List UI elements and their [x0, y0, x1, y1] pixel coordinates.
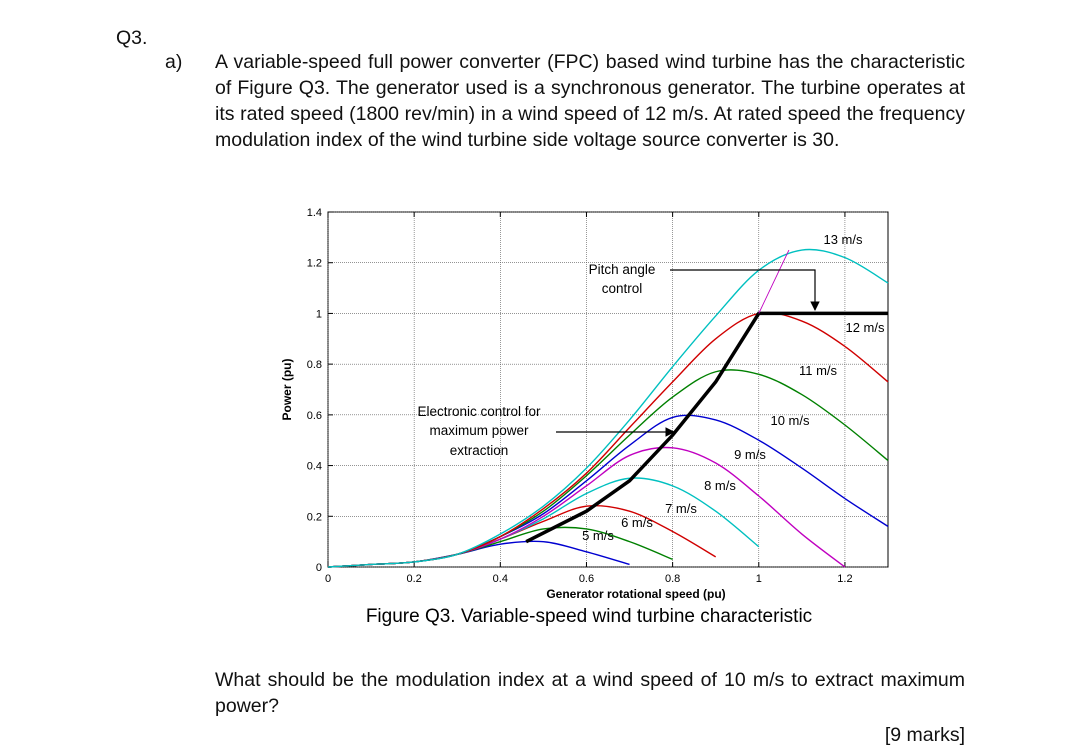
x-tick-label: 1 [756, 573, 762, 585]
y-tick-label: 0.8 [307, 359, 322, 371]
curve-label: 12 m/s [845, 320, 885, 335]
y-tick-label: 1 [316, 308, 322, 320]
x-tick-label: 0.6 [579, 573, 594, 585]
annotation: control [602, 281, 643, 296]
x-axis-label: Generator rotational speed (pu) [546, 587, 725, 601]
question-number: Q3. [116, 27, 148, 49]
curve-label: 7 m/s [665, 501, 697, 516]
chart: Figure Q3. Variable-speed wind turbine c… [280, 207, 889, 627]
x-tick-label: 1.2 [837, 573, 852, 585]
curve-label: 9 m/s [734, 447, 766, 462]
figure-caption: Figure Q3. Variable-speed wind turbine c… [366, 606, 812, 627]
annotation: Electronic control for [417, 404, 541, 419]
arrow [670, 269, 820, 311]
x-tick-label: 0.8 [665, 573, 680, 585]
x-tick-label: 0.4 [493, 573, 508, 585]
intro-text: A variable-speed full power converter (F… [215, 51, 965, 151]
curve-label: 13 m/s [823, 232, 863, 247]
annotation: maximum power [429, 423, 529, 438]
y-tick-label: 0.6 [307, 410, 322, 422]
y-tick-label: 1.4 [307, 207, 322, 219]
y-tick-label: 1.2 [307, 258, 322, 270]
curve-label: 10 m/s [770, 413, 810, 428]
y-tick-label: 0.2 [307, 511, 322, 523]
y-tick-label: 0.4 [307, 461, 322, 473]
x-tick-label: 0 [325, 573, 331, 585]
annotation: extraction [450, 443, 509, 458]
curve-label: 5 m/s [582, 528, 614, 543]
plot-area [327, 211, 889, 568]
curve-label: 8 m/s [704, 478, 736, 493]
curve-label: 11 m/s [799, 363, 838, 378]
x-tick-label: 0.2 [407, 573, 422, 585]
part-label: a) [165, 51, 183, 73]
y-tick-label: 0 [316, 562, 322, 574]
power-curve [327, 248, 889, 568]
marks: [9 marks] [884, 724, 965, 746]
annotation: Pitch angle [589, 262, 656, 277]
control-line [758, 249, 790, 314]
prompt-text: What should be the modulation index at a… [215, 669, 965, 717]
curve-label: 6 m/s [621, 515, 653, 530]
y-axis-label: Power (pu) [280, 358, 294, 420]
